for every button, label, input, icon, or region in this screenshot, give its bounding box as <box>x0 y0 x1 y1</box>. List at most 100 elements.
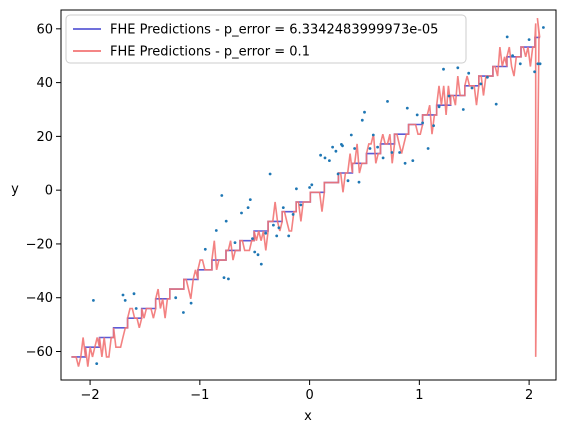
scatter-point <box>381 156 385 160</box>
scatter-point <box>174 296 178 300</box>
scatter-point <box>360 118 364 122</box>
scatter-point <box>227 277 230 281</box>
x-tick-label: −1 <box>190 388 209 403</box>
scatter-point <box>295 187 298 191</box>
ticks-layer: −2 −1 0 1 2 −60 −40 −20 0 20 40 60 <box>26 22 534 403</box>
scatter-point <box>371 133 375 137</box>
scatter-point <box>248 198 252 202</box>
scatter-point <box>432 124 435 127</box>
scatter-point <box>121 293 125 297</box>
series-layer <box>71 18 541 367</box>
scatter-point <box>479 82 483 86</box>
scatter-point <box>264 231 268 235</box>
scatter-point <box>319 153 322 157</box>
scatter-point <box>331 145 334 149</box>
scatter-point <box>214 229 218 232</box>
scatter-point <box>328 159 331 163</box>
scatter-point <box>203 247 207 251</box>
scatter-point <box>299 203 303 207</box>
y-tick-label: −20 <box>26 237 53 252</box>
scatter-point <box>527 38 531 41</box>
axes-frame <box>61 10 556 380</box>
scatter-point <box>134 307 138 310</box>
scatter-point <box>511 54 514 58</box>
scatter-point <box>353 147 356 150</box>
legend-label-series-1: FHE Predictions - p_error = 6.3342483999… <box>110 23 438 38</box>
scatter-point <box>518 62 522 66</box>
scatter-point <box>542 26 545 29</box>
scatter-point <box>461 108 465 111</box>
y-tick-label: −40 <box>26 291 53 306</box>
scatter-point <box>390 151 394 154</box>
y-tick-label: 40 <box>36 76 53 91</box>
y-tick-label: −60 <box>26 345 53 360</box>
scatter-point <box>426 147 430 150</box>
scatter-point <box>336 172 340 176</box>
scatter-layer <box>92 26 545 365</box>
scatter-point <box>363 110 366 114</box>
plot-area <box>61 10 556 380</box>
scatter-point <box>224 219 228 223</box>
scatter-point <box>442 67 445 71</box>
y-tick-label: 60 <box>36 22 53 37</box>
scatter-point <box>505 35 509 39</box>
scatter-point <box>287 234 291 238</box>
x-tick-label: 0 <box>305 388 313 403</box>
scatter-point <box>92 299 95 302</box>
scatter-point <box>233 241 237 245</box>
scatter-point <box>281 206 285 210</box>
x-axis-label: x <box>304 409 312 424</box>
scatter-point <box>421 121 424 125</box>
x-tick-label: −2 <box>80 388 99 403</box>
series-noisy-line <box>71 18 541 367</box>
scatter-point <box>346 179 350 183</box>
scatter-point <box>386 100 389 103</box>
scatter-point <box>437 105 441 109</box>
scatter-point <box>349 133 353 137</box>
scatter-point <box>132 292 136 296</box>
scatter-point <box>486 75 489 79</box>
scatter-point <box>182 311 185 314</box>
scatter-point <box>467 71 471 75</box>
scatter-point <box>277 226 281 230</box>
legend-label-series-2: FHE Predictions - p_error = 0.1 <box>110 45 310 60</box>
scatter-point <box>376 145 379 149</box>
scatter-point <box>403 161 407 165</box>
scatter-point <box>220 194 224 197</box>
scatter-point <box>240 211 243 215</box>
scatter-point <box>533 70 536 74</box>
scatter-point <box>357 180 361 184</box>
scatter-point <box>275 234 279 238</box>
scatter-point <box>189 301 193 305</box>
scatter-point <box>256 253 260 257</box>
y-tick-label: 20 <box>36 130 53 145</box>
scatter-point <box>95 362 99 365</box>
scatter-point <box>538 62 542 66</box>
scatter-point <box>272 223 275 227</box>
scatter-point <box>411 159 415 163</box>
scatter-point <box>259 262 263 266</box>
scatter-point <box>253 250 257 254</box>
scatter-point <box>447 94 451 98</box>
scatter-point <box>268 172 272 176</box>
scatter-point <box>323 156 327 160</box>
scatter-point <box>494 102 498 106</box>
x-tick-label: 1 <box>415 388 423 403</box>
scatter-point <box>398 151 401 154</box>
scatter-point <box>246 206 250 210</box>
scatter-point <box>222 276 226 279</box>
scatter-point <box>334 149 338 153</box>
scatter-point <box>251 237 254 241</box>
scatter-point <box>405 106 409 110</box>
scatter-point <box>291 213 295 216</box>
x-tick-label: 2 <box>525 388 533 403</box>
scatter-point <box>456 66 460 70</box>
legend-box <box>65 14 467 64</box>
y-tick-label: 0 <box>45 184 53 199</box>
scatter-point <box>310 183 314 187</box>
scatter-point <box>308 186 311 189</box>
scatter-point <box>470 86 474 90</box>
scatter-point <box>536 62 540 66</box>
scatter-point <box>415 113 419 117</box>
y-axis-label: y <box>11 182 19 197</box>
